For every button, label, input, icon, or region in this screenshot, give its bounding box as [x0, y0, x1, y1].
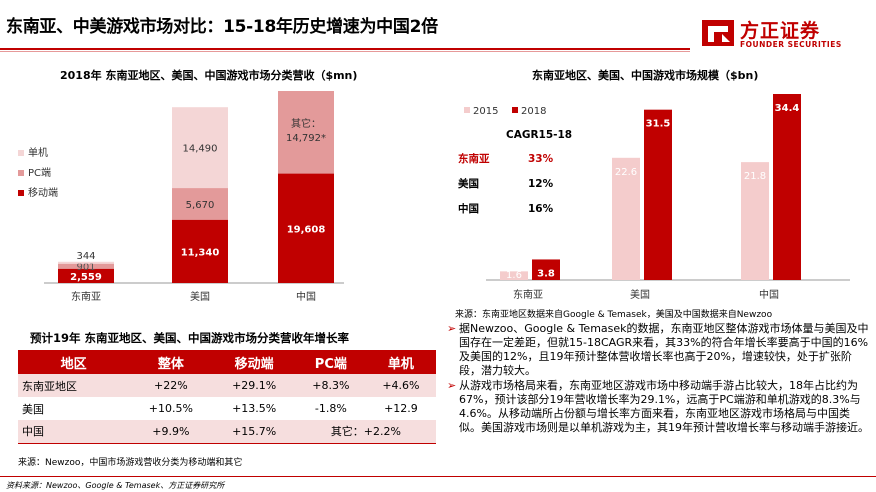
- tick-label: 中国: [296, 290, 316, 303]
- table-cell: 其它：+2.2%: [295, 420, 436, 444]
- right-source-note: 来源：东南亚地区数据来自Google & Temasek，美国及中国数据来自Ne…: [455, 310, 773, 320]
- legend-label: 单机: [28, 146, 48, 159]
- founder-logo-icon: [702, 20, 734, 46]
- cagr-row-value: 33%: [528, 153, 554, 165]
- legend-label: PC端: [28, 166, 51, 179]
- legend-label: 2015: [473, 106, 498, 117]
- tick-label: 美国: [190, 290, 210, 303]
- growth-table: 地区 整体 移动端 PC端 单机 东南亚地区 +22% +29.1% +8.3%…: [18, 350, 436, 444]
- title-divider-thin: [0, 51, 690, 52]
- data-label: 3.8: [537, 268, 555, 279]
- table-row: 中国 +9.9% +15.7% 其它：+2.2%: [18, 420, 436, 444]
- table-cell: +10.5%: [148, 402, 193, 415]
- bar: [773, 94, 801, 280]
- stacked-bar-segment: [172, 219, 228, 283]
- table-header: 整体: [129, 350, 213, 374]
- analysis-bullets: ➢ 据Newzoo、Google & Temasek的数据，东南亚地区整体游戏市…: [447, 322, 869, 436]
- tick-label: 美国: [630, 288, 650, 301]
- table-cell: +8.3%: [295, 374, 366, 397]
- table-header: 单机: [365, 350, 436, 374]
- legend-label: 2018: [521, 106, 546, 117]
- bullet-item: ➢ 从游戏市场格局来看，东南亚地区游戏市场中移动端手游占比较大，18年占比约为6…: [447, 379, 869, 435]
- left-source-note: 来源：Newzoo，中国市场游戏营收分类为移动端和其它: [18, 458, 243, 468]
- cagr-title: CAGR15-18: [506, 129, 572, 141]
- legend-label: 移动端: [28, 186, 58, 199]
- table-header: 移动端: [212, 350, 296, 374]
- bullet-text: 据Newzoo、Google & Temasek的数据，东南亚地区整体游戏市场体…: [459, 322, 869, 377]
- stacked-bar-segment: [58, 261, 114, 264]
- logo-text-cn: 方正证券: [740, 20, 821, 42]
- stacked-bar-segment: [278, 91, 334, 174]
- bullet-item: ➢ 据Newzoo、Google & Temasek的数据，东南亚地区整体游戏市…: [447, 322, 869, 378]
- title-divider: [0, 48, 690, 50]
- cagr-row-name: 东南亚: [458, 152, 490, 165]
- bar: [741, 162, 769, 280]
- stacked-bar-segment: [278, 173, 334, 283]
- bullet-arrow-icon: ➢: [447, 322, 457, 335]
- table-cell: 东南亚地区: [18, 374, 130, 397]
- bullet-arrow-icon: ➢: [447, 379, 457, 392]
- bar: [500, 271, 528, 280]
- table-cell: +9.9%: [129, 420, 213, 444]
- tick-label: 东南亚: [513, 288, 543, 301]
- legend-swatch: [464, 107, 470, 113]
- table-row: 东南亚地区 +22% +29.1% +8.3% +4.6%: [18, 374, 436, 397]
- bar: [532, 259, 560, 280]
- legend-swatch: [18, 170, 24, 176]
- legend-swatch: [18, 190, 24, 196]
- data-label: 14,792*: [286, 133, 326, 144]
- table-cell: +4.6%: [365, 374, 436, 397]
- data-label: 19,608: [287, 224, 326, 235]
- stacked-bar-segment: [172, 107, 228, 189]
- data-label: 22.6: [615, 167, 637, 178]
- table-header: 地区: [18, 350, 130, 374]
- table-header: PC端: [295, 350, 366, 374]
- stacked-bar-segment: [172, 188, 228, 220]
- right-grouped-bar-chart: 1.6 3.8 东南亚 22.6 31.5 美国 21.8 34.4 中国 2015 2018 CAG…: [458, 94, 850, 301]
- table-cell: +13.5%: [232, 402, 277, 415]
- bar: [612, 157, 640, 280]
- page-title: 东南亚、中美游戏市场对比：15-18年历史增速为中国2倍: [6, 17, 438, 37]
- footer-source: 资料来源：Newzoo、Google & Temasek、方正证券研究所: [6, 481, 225, 490]
- table-cell: +29.1%: [212, 374, 296, 397]
- table-cell: +15.7%: [212, 420, 296, 444]
- right-chart-title: 东南亚地区、美国、中国游戏市场规模（$bn): [532, 69, 759, 82]
- data-label: 901: [76, 262, 95, 273]
- table-cell: +22%: [129, 374, 213, 397]
- data-label: 2,559: [70, 272, 102, 283]
- table-title: 预计19年 东南亚地区、美国、中国游戏市场分类营收年增长率: [30, 331, 350, 345]
- bullet-text: 从游戏市场格局来看，东南亚地区游戏市场中移动端手游占比较大，18年占比约为67%…: [459, 379, 869, 434]
- table-cell: 中国: [18, 420, 130, 444]
- tick-label: 中国: [759, 288, 779, 301]
- data-label: 5,670: [186, 200, 215, 211]
- legend-swatch: [18, 150, 24, 156]
- bar: [644, 109, 672, 280]
- logo-text-en: FOUNDER SECURITIES: [740, 40, 842, 49]
- data-label: 其它：: [291, 117, 321, 130]
- cagr-row-value: 12%: [528, 178, 554, 190]
- table-cell: +12.9: [384, 402, 418, 415]
- table-cell: -1.8%: [314, 402, 347, 415]
- tick-label: 东南亚: [71, 290, 101, 303]
- cagr-row-value: 16%: [528, 203, 554, 215]
- data-label: 21.8: [744, 171, 766, 182]
- data-label: 34.4: [775, 103, 800, 114]
- legend-swatch: [512, 107, 518, 113]
- company-logo: 方正证券 FOUNDER SECURITIES: [700, 14, 870, 54]
- stacked-bar-segment: [58, 268, 114, 283]
- table-row: 美国 +10.5% +13.5% -1.8% +12.9: [18, 397, 436, 420]
- left-chart-title: 2018年 东南亚地区、美国、中国游戏市场分类营收（$mn): [60, 69, 358, 82]
- table-cell: 美国: [22, 402, 44, 416]
- data-label: 31.5: [646, 119, 671, 130]
- data-label: 1.6: [506, 270, 522, 281]
- data-label: 11,340: [181, 247, 220, 258]
- cagr-row-name: 美国: [458, 177, 479, 190]
- data-label: 14,490: [183, 144, 218, 155]
- data-label: 344: [76, 251, 95, 262]
- stacked-bar-segment: [58, 263, 114, 269]
- footer-divider: [0, 476, 876, 477]
- table-header-row: 地区 整体 移动端 PC端 单机: [18, 350, 436, 374]
- cagr-row-name: 中国: [458, 202, 479, 215]
